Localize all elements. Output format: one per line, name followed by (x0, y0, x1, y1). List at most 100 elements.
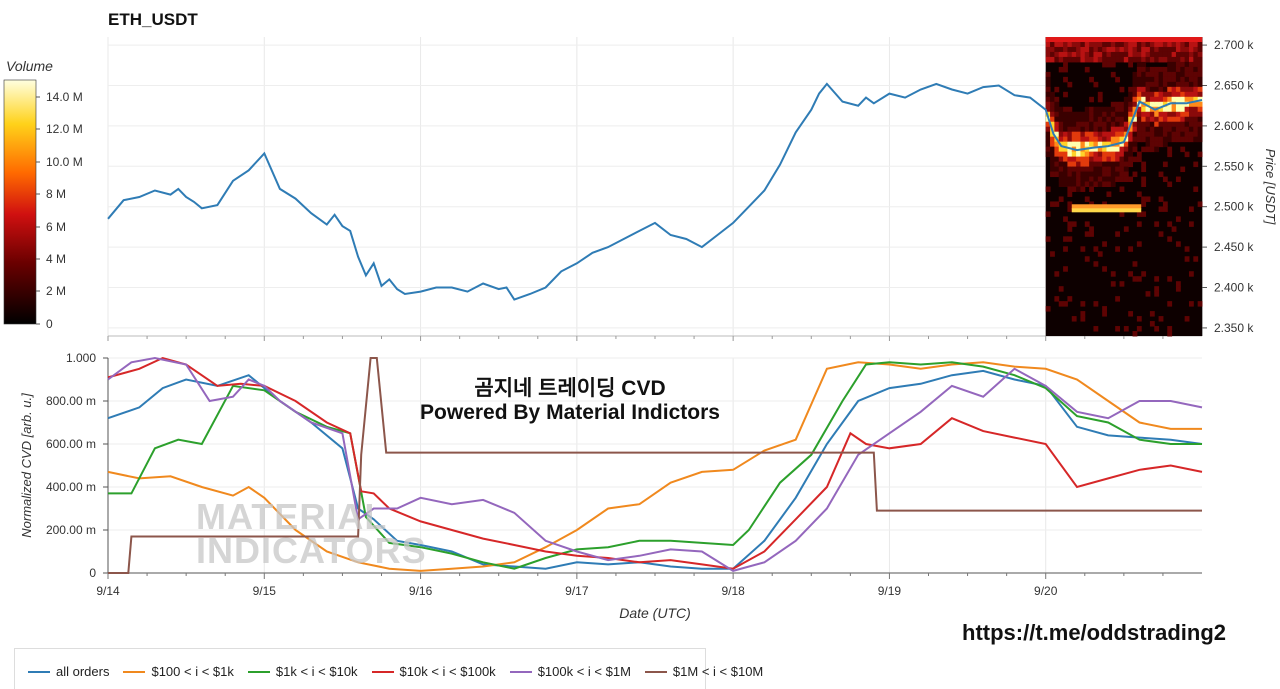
heatmap-cell (1063, 116, 1068, 123)
heatmap-cell (1132, 131, 1138, 138)
heatmap-cell (1115, 116, 1121, 123)
heatmap-cell (1149, 136, 1155, 143)
heatmap-cell (1188, 51, 1194, 58)
heatmap-cell (1145, 291, 1151, 297)
heatmap-cell (1158, 136, 1164, 143)
heatmap-cell (1180, 86, 1186, 93)
heatmap-cell (1054, 151, 1060, 158)
heatmap-cell (1132, 261, 1138, 267)
heatmap-cell (1197, 71, 1203, 78)
heatmap-cell (1132, 331, 1138, 337)
heatmap-cell (1058, 46, 1064, 53)
heatmap-cell (1054, 296, 1060, 302)
heatmap-cell (1180, 146, 1186, 153)
heatmap-cell (1080, 176, 1086, 183)
heatmap-cell (1188, 71, 1194, 78)
heatmap-cell (1076, 141, 1081, 148)
heatmap-cell (1132, 96, 1138, 103)
heatmap-cell (1080, 151, 1086, 158)
price-line (107, 82, 1203, 301)
heatmap-cell (1080, 171, 1086, 178)
heatmap-cell (1184, 61, 1190, 68)
heatmap-cell (1132, 276, 1138, 282)
heatmap-cell (1128, 151, 1134, 158)
colorbar-gradient (3, 79, 37, 325)
heatmap-cell (1175, 106, 1181, 113)
heatmap-cell (1184, 51, 1190, 58)
heatmap-cell (1158, 96, 1164, 103)
heatmap-cell (1119, 281, 1125, 287)
heatmap-cell (1141, 136, 1147, 143)
heatmap-cell (1175, 101, 1181, 108)
heatmap-cell (1128, 161, 1134, 168)
heatmap-cell (1119, 106, 1125, 113)
heatmap-cell (1128, 311, 1134, 317)
heatmap-cell (1180, 51, 1186, 58)
heatmap-cell (1110, 106, 1116, 113)
price-y-tick-label: 2.650 k (1214, 78, 1254, 92)
chart-title: ETH_USDT (108, 10, 198, 29)
heatmap-cell (1089, 181, 1094, 187)
heatmap-cell (1128, 106, 1134, 113)
legend-item[interactable]: $100 < i < $1k (123, 664, 234, 679)
heatmap-cell (1071, 181, 1077, 187)
heatmap-cell (1158, 316, 1164, 322)
heatmap-cell (1076, 161, 1081, 168)
heatmap-cell (1145, 41, 1151, 48)
heatmap-cell (1171, 81, 1177, 88)
heatmap-cell (1076, 126, 1081, 133)
heatmap-cell (1184, 71, 1190, 78)
heatmap-cell (1132, 46, 1138, 53)
legend-item[interactable]: $100k < i < $1M (509, 664, 631, 679)
heatmap-cell (1145, 101, 1151, 108)
legend-item[interactable]: $10k < i < $100k (371, 664, 496, 679)
heatmap-cell (1132, 141, 1138, 148)
heatmap-cell (1067, 201, 1073, 207)
heatmap-cell (1067, 176, 1073, 183)
heatmap-cell (1058, 41, 1064, 48)
heatmap-cell (1184, 256, 1190, 262)
heatmap-cell (1050, 106, 1055, 113)
heatmap-cell (1045, 56, 1051, 63)
telegram-link[interactable]: https://t.me/oddstrading2 (962, 620, 1226, 645)
heatmap-cell (1154, 81, 1160, 88)
heatmap-cell (1136, 131, 1142, 138)
heatmap-cell (1067, 156, 1073, 163)
heatmap-cell (1154, 116, 1160, 123)
heatmap-cell (1167, 91, 1173, 98)
legend-item[interactable]: $1k < i < $10k (247, 664, 358, 679)
heatmap-cell (1136, 51, 1142, 58)
heatmap-cell (1071, 41, 1077, 48)
heatmap-cell (1136, 56, 1142, 63)
heatmap-cell (1102, 201, 1107, 207)
heatmap-cell (1045, 121, 1051, 128)
heatmap-cell (1132, 41, 1138, 48)
heatmap-cell (1080, 121, 1086, 128)
heatmap-cell (1067, 141, 1073, 148)
heatmap-cell (1119, 161, 1125, 168)
heatmap-liquidity-band (1071, 208, 1142, 213)
heatmap-cell (1080, 141, 1086, 148)
heatmap-cell (1128, 86, 1134, 93)
heatmap-cell (1058, 301, 1064, 307)
heatmap-cell (1054, 131, 1060, 138)
heatmap-cell (1110, 41, 1116, 48)
heatmap-cell (1119, 141, 1125, 148)
heatmap-cell (1050, 91, 1055, 98)
heatmap-cell (1145, 121, 1151, 128)
legend-item[interactable]: all orders (28, 664, 109, 679)
heatmap-cell (1058, 151, 1064, 158)
heatmap-cell (1080, 126, 1086, 133)
heatmap-cell (1058, 136, 1064, 143)
heatmap-cell (1197, 66, 1203, 73)
heatmap-cell (1063, 106, 1068, 113)
heatmap-cell (1071, 51, 1077, 58)
heatmap-cell (1071, 316, 1077, 322)
heatmap-cell (1054, 126, 1060, 133)
heatmap-cell (1067, 296, 1073, 302)
heatmap-cell (1123, 116, 1129, 123)
heatmap-cell (1197, 56, 1203, 63)
heatmap-cell (1180, 111, 1186, 118)
heatmap-cell (1128, 46, 1134, 53)
legend-item[interactable]: $1M < i < $10M (644, 664, 763, 679)
